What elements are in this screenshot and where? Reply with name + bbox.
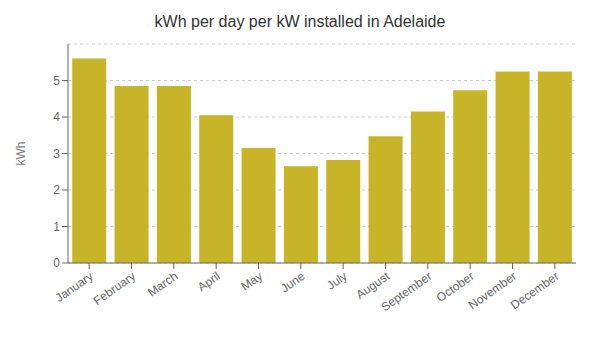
svg-text:February: February — [91, 269, 138, 308]
svg-text:September: September — [378, 269, 434, 314]
svg-text:December: December — [508, 269, 561, 312]
svg-text:March: March — [145, 269, 180, 300]
svg-text:November: November — [465, 269, 520, 313]
html-text:kWh per day per kW installed i: kWh per day per kW installed in Adelaide — [154, 13, 446, 30]
svg-text:2: 2 — [53, 183, 60, 197]
svg-text:3: 3 — [53, 147, 60, 161]
svg-text:July: July — [324, 269, 350, 293]
svg-text:August: August — [353, 269, 393, 302]
svg-text:5: 5 — [53, 74, 60, 88]
svg-text:0: 0 — [53, 256, 60, 270]
svg-text:May: May — [239, 269, 266, 293]
svg-text:January: January — [53, 269, 96, 305]
svg-text:April: April — [195, 269, 223, 294]
svg-text:1: 1 — [53, 220, 60, 234]
svg-text:kWh: kWh — [14, 142, 28, 166]
svg-text:October: October — [433, 269, 477, 305]
svg-text:4: 4 — [53, 110, 60, 124]
svg-text:June: June — [278, 269, 308, 296]
